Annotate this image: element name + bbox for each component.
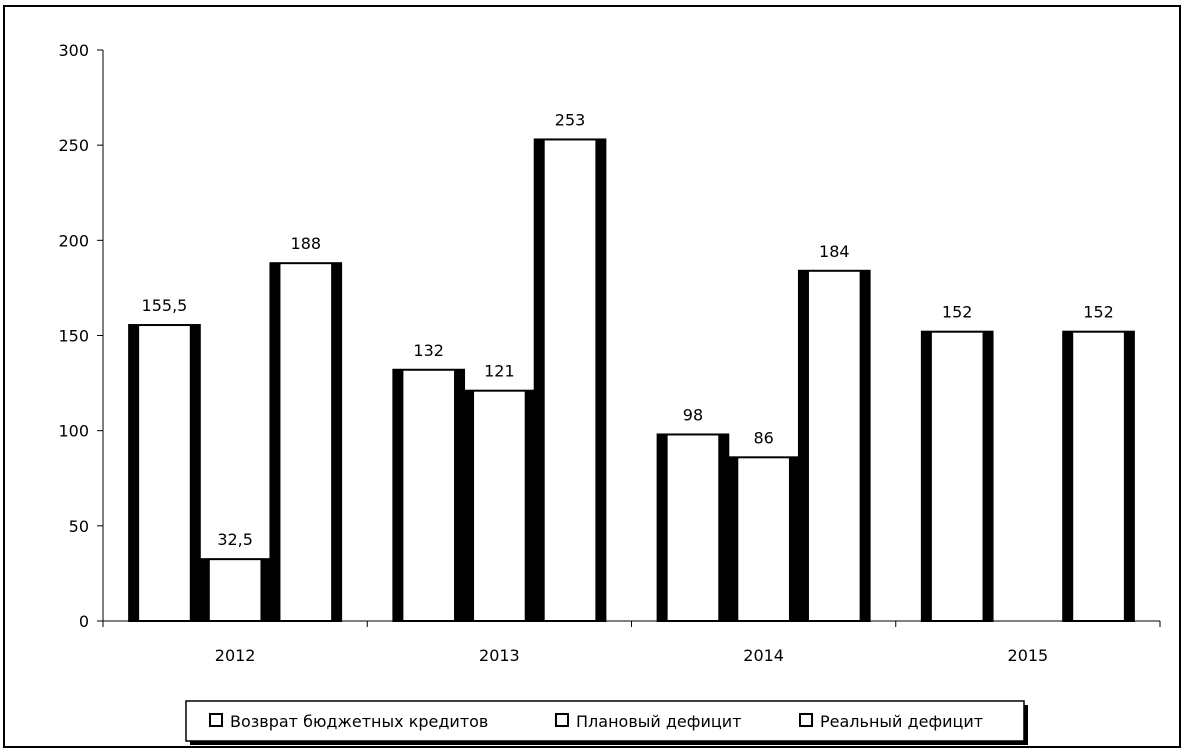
legend-label: Плановый дефицит [576, 712, 741, 731]
bar-edge-left [199, 559, 210, 621]
bar-return-credit-2013 [392, 368, 466, 623]
bar-edge-right [260, 559, 271, 621]
bar-real-deficit-2012 [269, 262, 343, 622]
data-label: 132 [413, 341, 444, 360]
bar-edge-left [921, 331, 932, 621]
data-label: 121 [484, 362, 515, 381]
data-labels: 155,5 132 98 152 32,5 121 86 188 253 184 152 [142, 110, 1114, 549]
x-tick-label: 2013 [479, 646, 520, 665]
data-label: 86 [753, 428, 773, 447]
bar-edge-left [657, 434, 668, 621]
x-tick-label: 2012 [215, 646, 256, 665]
legend-label: Реальный дефицит [820, 712, 983, 731]
y-tick-label: 150 [58, 327, 89, 346]
bar-edge-left [534, 139, 545, 621]
bar-return-credit-2012 [128, 324, 201, 622]
data-label: 152 [942, 303, 973, 322]
bar-edge-right [788, 457, 799, 621]
bar-planned-deficit-2012 [198, 558, 272, 622]
bar-edge-left [1063, 331, 1074, 621]
bar-edge-right [595, 139, 606, 621]
bar-edge-left [270, 263, 281, 621]
legend-swatch [209, 713, 223, 727]
y-tick-label: 250 [58, 136, 89, 155]
bar-edge-left [728, 457, 739, 621]
bar-edge-right [454, 369, 465, 621]
y-tick-label: 200 [58, 231, 89, 250]
y-tick-label: 300 [58, 41, 89, 60]
data-label: 188 [291, 234, 322, 253]
bar-edge-right [718, 434, 729, 621]
bar-edge-right [859, 270, 870, 621]
data-label: 184 [819, 242, 850, 261]
y-tick-label: 0 [79, 612, 89, 631]
bar-planned-deficit-2013 [463, 389, 536, 622]
bar-real-deficit-2014 [797, 269, 871, 622]
bar-planned-deficit-2014 [727, 456, 800, 622]
bar-edge-left [393, 369, 404, 621]
bar-edge-right [331, 263, 342, 621]
bar-real-deficit-2015 [1062, 330, 1135, 622]
bar-edge-right [1123, 331, 1134, 621]
legend-swatch [799, 713, 813, 727]
x-tick-label: 2014 [743, 646, 784, 665]
bar-return-credit-2015 [920, 330, 994, 622]
bar-edge-left [129, 325, 140, 621]
bar-edge-right [524, 390, 535, 621]
bars [128, 138, 1135, 623]
x-tick-label: 2015 [1008, 646, 1049, 665]
bar-return-credit-2014 [656, 433, 730, 622]
y-tick-label: 50 [69, 517, 89, 536]
bar-edge-right [189, 325, 200, 621]
bar-real-deficit-2013 [533, 138, 607, 622]
legend-label: Возврат бюджетных кредитов [230, 712, 488, 731]
bar-edge-left [464, 390, 475, 621]
data-label: 98 [683, 405, 703, 424]
data-label: 253 [555, 110, 586, 129]
data-label: 152 [1083, 303, 1114, 322]
legend: Возврат бюджетных кредитов Плановый дефиц… [185, 700, 1028, 745]
bar-edge-right [982, 331, 993, 621]
bar-edge-left [798, 270, 809, 621]
data-label: 32,5 [217, 530, 253, 549]
legend-box [185, 700, 1025, 742]
data-label: 155,5 [142, 296, 188, 315]
legend-swatch [555, 713, 569, 727]
y-tick-label: 100 [58, 422, 89, 441]
